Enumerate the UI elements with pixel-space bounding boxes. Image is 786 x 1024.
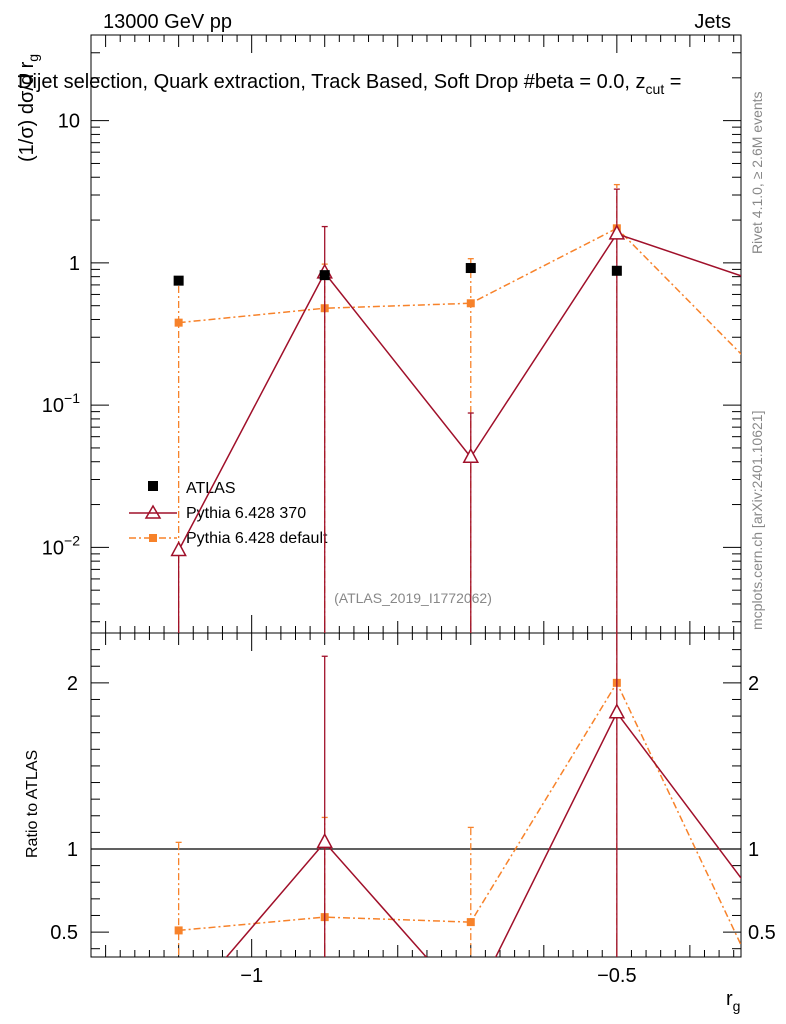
main-y-tick-label: 10−1: [42, 390, 80, 417]
legend-pythia370-marker: [144, 504, 162, 519]
main-pythia370-point: [608, 224, 626, 240]
main-atlas-point: [465, 263, 476, 274]
main-y-tick-label: 1: [69, 253, 80, 275]
main-pythia370-point: [462, 447, 480, 464]
ratio-pythia370-line: [225, 711, 741, 957]
legend-pythia-default-label: Pythia 6.428 default: [186, 530, 328, 547]
main-pythia370-line: [177, 232, 741, 551]
ratio-pythia370-point: [608, 703, 626, 719]
main-atlas-point: [319, 270, 330, 281]
main-pythia370-point: [170, 540, 187, 557]
main-pythia-default-point: [466, 299, 475, 308]
main-atlas-point: [173, 275, 184, 286]
main-pythia-default-point: [174, 318, 183, 327]
ratio-pythia-default-point: [759, 987, 767, 995]
ratio-pythia-default-point: [466, 918, 475, 927]
selection-title: Dijet selection, Quark extraction, Track…: [18, 71, 681, 97]
main-y-tick-label: 10−2: [42, 532, 80, 559]
legend-pythia-default-marker: [149, 534, 157, 542]
ratio-y-tick-label-right: 1: [748, 839, 759, 861]
main-pythia-default-line: [178, 227, 741, 355]
ratio-pythia370-point: [172, 1005, 186, 1018]
ratio-series-group: [172, 633, 770, 1018]
main-y-tick-label: 10: [58, 111, 80, 133]
legend: ATLAS Pythia 6.428 370 Pythia 6.428 defa…: [129, 480, 328, 547]
ratio-y-tick-label-right: 0.5: [748, 922, 776, 944]
ratio-frame: [90, 632, 742, 958]
ratio-pythia-default-point: [174, 926, 183, 935]
source-label: mcplots.cern.ch [arXiv:2401.10621]: [749, 411, 765, 630]
main-series-group: [170, 183, 770, 633]
main-pythia-default-point: [759, 372, 767, 380]
legend-pythia370-label: Pythia 6.428 370: [186, 505, 306, 522]
rivet-label: Rivet 4.1.0, ≥ 2.6M events: [749, 91, 765, 254]
ratio-y-tick-label-left: 0.5: [50, 922, 78, 944]
ratio-pythia370-point: [316, 832, 333, 849]
ratio-y-tick-label-left: 2: [67, 673, 78, 695]
ratio-y-tick-label-left: 1: [67, 839, 78, 861]
ratio-pythia370-point: [464, 999, 478, 1012]
x-axis-label: rg: [726, 988, 740, 1014]
energy-label: 13000 GeV pp: [103, 11, 232, 33]
ratio-y-axis-label: Ratio to ATLAS: [24, 750, 41, 858]
category-label: Jets: [694, 11, 731, 33]
ratio-pythia-default-line: [178, 681, 741, 947]
ratio-y-tick-label-right: 2: [748, 673, 759, 695]
analysis-id: (ATLAS_2019_I1772062): [334, 590, 492, 606]
main-pythia370-point: [756, 275, 770, 288]
x-tick-label: −0.5: [597, 965, 636, 987]
legend-atlas-marker: [148, 481, 158, 491]
ratio-pythia370-point: [756, 899, 770, 912]
main-y-axis-label: (1/σ) dσ/d rg: [16, 54, 41, 162]
main-atlas-point: [611, 265, 622, 276]
x-tick-label: −1: [240, 965, 263, 987]
